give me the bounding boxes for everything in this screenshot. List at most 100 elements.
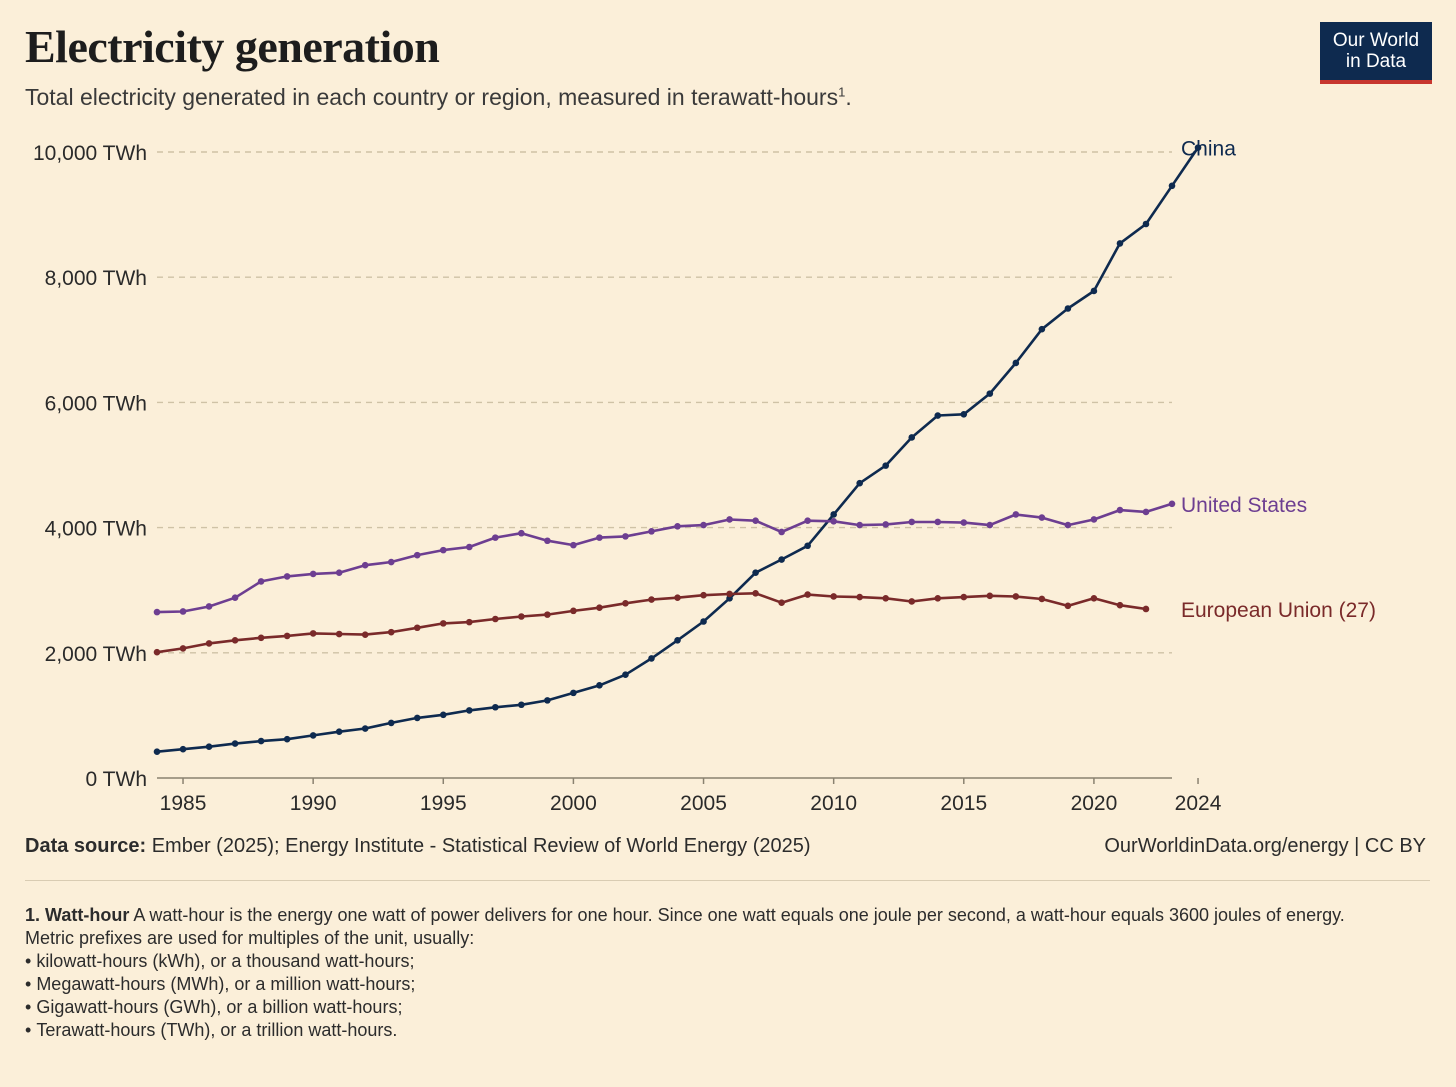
data-point[interactable] xyxy=(179,645,187,652)
data-point[interactable] xyxy=(413,624,421,632)
data-point[interactable] xyxy=(830,593,837,600)
data-point[interactable] xyxy=(387,558,395,566)
data-point[interactable] xyxy=(752,569,759,576)
data-point[interactable] xyxy=(205,603,213,610)
data-point[interactable] xyxy=(648,596,655,603)
data-point[interactable] xyxy=(960,410,968,418)
data-point[interactable] xyxy=(1168,500,1176,508)
data-point[interactable] xyxy=(1168,182,1176,190)
data-point[interactable] xyxy=(492,703,499,711)
data-point[interactable] xyxy=(205,743,213,750)
data-point[interactable] xyxy=(153,608,161,616)
data-point[interactable] xyxy=(413,714,421,722)
data-point[interactable] xyxy=(1012,359,1020,367)
data-point[interactable] xyxy=(830,518,837,525)
data-point[interactable] xyxy=(1116,601,1124,609)
data-point[interactable] xyxy=(283,573,291,580)
series-united-states[interactable]: United States xyxy=(153,494,1307,616)
data-point[interactable] xyxy=(309,732,317,739)
data-point[interactable] xyxy=(570,689,577,697)
data-point[interactable] xyxy=(882,521,890,528)
data-point[interactable] xyxy=(257,578,265,585)
owid-logo[interactable]: Our World in Data xyxy=(1320,22,1432,84)
data-point[interactable] xyxy=(726,590,733,598)
footnote-marker[interactable]: 1 xyxy=(838,84,846,100)
data-point[interactable] xyxy=(413,551,421,559)
data-point[interactable] xyxy=(309,570,317,578)
data-point[interactable] xyxy=(804,591,811,598)
data-point[interactable] xyxy=(361,725,369,732)
data-point[interactable] xyxy=(830,511,837,518)
data-point[interactable] xyxy=(466,707,473,714)
data-source-text[interactable]: Ember (2025); Energy Institute - Statist… xyxy=(146,835,811,857)
data-point[interactable] xyxy=(179,745,187,753)
data-point[interactable] xyxy=(960,593,968,601)
data-point[interactable] xyxy=(856,521,863,529)
data-point[interactable] xyxy=(778,528,785,536)
data-point[interactable] xyxy=(934,595,942,602)
data-point[interactable] xyxy=(492,615,499,623)
data-point[interactable] xyxy=(387,628,395,636)
data-point[interactable] xyxy=(205,640,213,647)
data-point[interactable] xyxy=(908,434,916,441)
data-point[interactable] xyxy=(648,655,655,662)
data-point[interactable] xyxy=(1142,605,1150,613)
data-point[interactable] xyxy=(908,598,916,605)
data-point[interactable] xyxy=(1090,595,1098,602)
data-point[interactable] xyxy=(361,561,369,569)
data-point[interactable] xyxy=(700,618,707,625)
data-point[interactable] xyxy=(283,735,291,743)
data-point[interactable] xyxy=(283,632,291,640)
data-point[interactable] xyxy=(856,593,863,601)
data-point[interactable] xyxy=(309,630,317,637)
data-point[interactable] xyxy=(544,537,551,545)
data-point[interactable] xyxy=(700,591,707,599)
data-point[interactable] xyxy=(1012,511,1020,518)
data-point[interactable] xyxy=(387,719,395,727)
series-line[interactable] xyxy=(156,146,1200,753)
data-point[interactable] xyxy=(570,607,577,615)
license-link[interactable]: OurWorldinData.org/energy | CC BY xyxy=(1104,835,1426,857)
data-point[interactable] xyxy=(1090,516,1098,523)
data-point[interactable] xyxy=(986,521,994,529)
series-label[interactable]: European Union (27) xyxy=(1181,599,1376,622)
data-point[interactable] xyxy=(882,462,890,469)
data-point[interactable] xyxy=(674,594,681,602)
data-point[interactable] xyxy=(257,634,265,642)
data-point[interactable] xyxy=(934,518,942,526)
series-line[interactable] xyxy=(156,502,1173,614)
series-european-union-27[interactable]: European Union (27) xyxy=(153,590,1376,656)
data-point[interactable] xyxy=(544,697,551,704)
data-point[interactable] xyxy=(439,711,447,719)
data-point[interactable] xyxy=(257,737,265,745)
data-point[interactable] xyxy=(544,611,551,618)
data-point[interactable] xyxy=(960,519,968,526)
data-point[interactable] xyxy=(1142,508,1150,516)
data-point[interactable] xyxy=(1012,593,1020,600)
data-point[interactable] xyxy=(361,631,369,638)
data-point[interactable] xyxy=(1038,325,1046,333)
data-point[interactable] xyxy=(596,682,603,689)
data-point[interactable] xyxy=(1142,220,1150,228)
data-point[interactable] xyxy=(622,600,629,607)
data-point[interactable] xyxy=(153,648,161,656)
data-point[interactable] xyxy=(1038,514,1046,521)
data-point[interactable] xyxy=(908,518,916,526)
data-point[interactable] xyxy=(1064,602,1072,610)
data-point[interactable] xyxy=(1064,521,1072,529)
data-point[interactable] xyxy=(778,599,785,607)
data-point[interactable] xyxy=(1194,144,1202,151)
data-point[interactable] xyxy=(179,608,187,615)
data-point[interactable] xyxy=(439,620,447,627)
data-point[interactable] xyxy=(335,569,343,576)
data-point[interactable] xyxy=(466,618,473,626)
data-point[interactable] xyxy=(804,517,811,525)
data-point[interactable] xyxy=(752,517,759,525)
data-point[interactable] xyxy=(596,604,603,612)
data-point[interactable] xyxy=(1116,240,1124,247)
data-point[interactable] xyxy=(752,590,759,597)
data-point[interactable] xyxy=(231,594,239,602)
series-china[interactable]: China xyxy=(153,138,1236,756)
data-point[interactable] xyxy=(986,592,994,600)
data-point[interactable] xyxy=(622,533,629,540)
